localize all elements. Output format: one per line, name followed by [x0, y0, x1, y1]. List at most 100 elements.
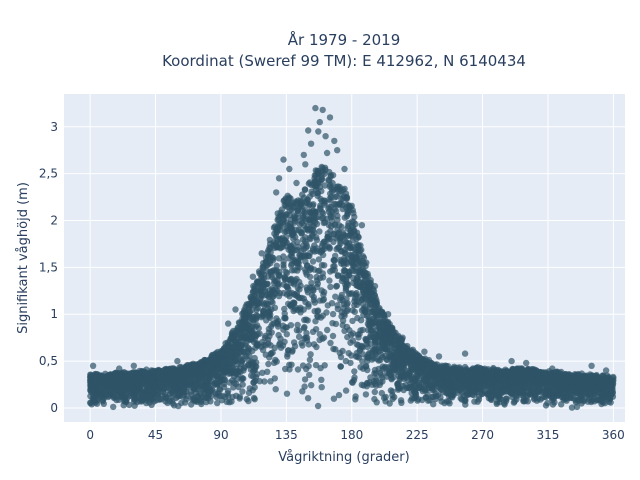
data-point: [551, 387, 559, 394]
data-point: [314, 402, 322, 410]
data-point: [280, 258, 287, 265]
data-point: [506, 380, 513, 387]
data-point: [273, 241, 280, 248]
data-point: [318, 261, 326, 269]
data-point: [235, 343, 242, 350]
data-point: [284, 284, 291, 291]
data-point: [306, 193, 313, 200]
data-point: [316, 228, 323, 235]
data-point: [282, 365, 289, 373]
data-point: [444, 389, 451, 396]
data-point: [271, 375, 278, 382]
data-point: [568, 404, 576, 411]
data-point: [235, 383, 242, 391]
data-point: [421, 385, 429, 393]
data-point: [190, 395, 197, 402]
data-point: [352, 393, 359, 400]
data-point: [335, 391, 343, 399]
data-point: [266, 287, 273, 294]
data-point: [266, 253, 273, 261]
data-point: [310, 229, 318, 236]
data-point: [293, 327, 301, 334]
data-point: [324, 326, 331, 334]
data-point: [407, 380, 414, 387]
data-point: [353, 341, 360, 348]
data-point: [268, 298, 275, 305]
data-point: [381, 364, 388, 372]
data-point: [386, 338, 393, 345]
data-point: [196, 395, 204, 402]
data-point: [299, 214, 306, 221]
data-point: [176, 391, 184, 398]
data-point: [337, 238, 344, 245]
data-point: [285, 255, 292, 262]
data-point: [313, 220, 321, 228]
data-point: [250, 394, 258, 402]
data-point: [327, 283, 334, 291]
data-point: [317, 202, 324, 209]
data-point: [214, 399, 221, 407]
data-point: [353, 289, 360, 297]
data-point: [290, 307, 297, 315]
data-point: [479, 380, 487, 387]
data-point: [155, 396, 163, 403]
data-point: [309, 245, 317, 252]
data-point: [229, 377, 236, 384]
data-point: [327, 339, 334, 347]
data-point: [277, 244, 285, 251]
data-point: [266, 333, 273, 340]
data-point: [105, 386, 113, 394]
data-point: [339, 205, 346, 213]
data-point: [343, 239, 350, 246]
data-point: [463, 380, 470, 387]
data-point: [415, 396, 422, 403]
data-point: [164, 399, 171, 407]
data-point: [281, 314, 288, 322]
data-point: [113, 396, 120, 404]
data-point: [88, 401, 95, 408]
data-point: [367, 340, 374, 347]
data-point: [131, 402, 138, 409]
data-point: [261, 378, 268, 385]
data-point: [371, 298, 378, 305]
data-point: [320, 334, 328, 341]
data-point: [351, 368, 358, 375]
data-point: [248, 315, 255, 322]
data-point: [484, 371, 491, 378]
data-point: [311, 172, 318, 179]
data-point: [329, 179, 336, 187]
data-point: [513, 365, 521, 373]
data-point: [322, 242, 329, 250]
data-point: [318, 163, 325, 171]
data-point: [330, 395, 338, 402]
data-point: [265, 313, 272, 320]
data-point: [236, 395, 243, 402]
data-point: [277, 335, 284, 342]
data-point: [103, 379, 110, 386]
data-point: [484, 381, 491, 388]
data-point: [534, 385, 542, 393]
data-point: [318, 376, 325, 383]
data-point: [558, 401, 565, 408]
data-point: [305, 362, 312, 370]
data-point: [444, 363, 452, 370]
data-point: [283, 331, 290, 338]
data-point: [411, 375, 418, 382]
data-point: [166, 365, 174, 372]
data-point: [211, 389, 219, 396]
data-point: [243, 340, 250, 347]
data-point: [330, 345, 337, 353]
data-point: [353, 255, 361, 263]
data-point: [99, 398, 107, 405]
data-point: [249, 387, 256, 394]
data-point: [258, 314, 265, 321]
data-point: [327, 190, 334, 197]
data-point: [273, 262, 280, 269]
data-point: [523, 384, 530, 391]
data-point: [385, 324, 393, 332]
data-point: [121, 393, 128, 400]
data-point: [415, 379, 422, 386]
data-point: [393, 350, 400, 357]
data-point: [353, 274, 361, 282]
data-point: [384, 318, 392, 326]
